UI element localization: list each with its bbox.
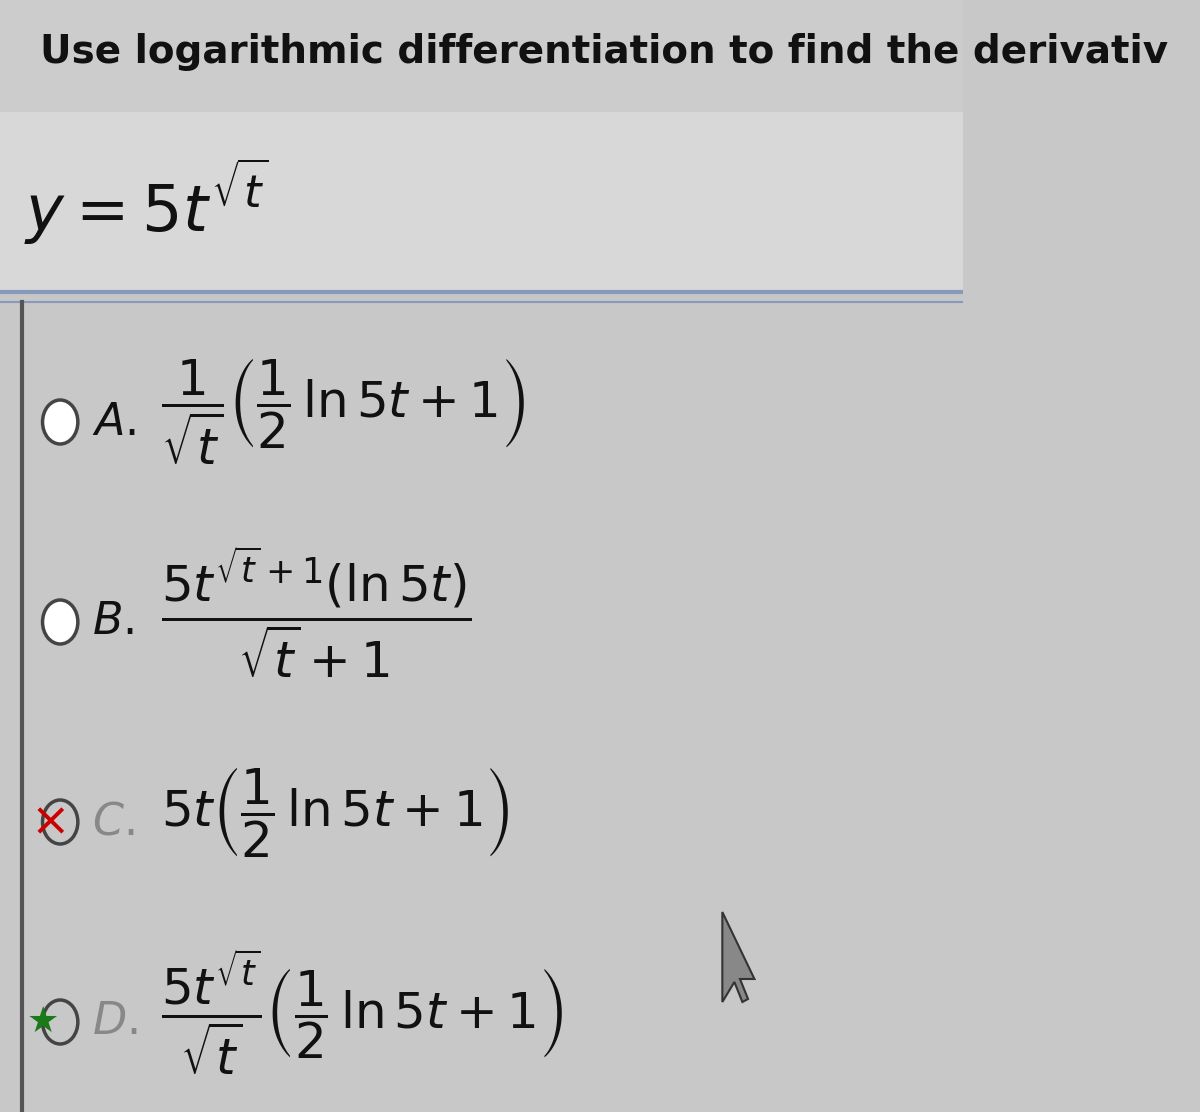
Circle shape (42, 1000, 78, 1044)
Bar (0, 0, 964, 112)
Circle shape (42, 400, 78, 444)
Text: $\dfrac{5t^{\sqrt{t}}}{\sqrt{t}}\left(\dfrac{1}{2}\,\mathrm{ln}\,5t + 1\right)$: $\dfrac{5t^{\sqrt{t}}}{\sqrt{t}}\left(\d… (161, 947, 563, 1076)
Text: $\bigstar$: $\bigstar$ (25, 1005, 58, 1039)
Text: $\dfrac{5t^{\sqrt{t}+1}(\mathrm{ln}\,5t)}{\sqrt{t}+1}$: $\dfrac{5t^{\sqrt{t}+1}(\mathrm{ln}\,5t)… (161, 544, 470, 679)
Text: $B.$: $B.$ (92, 600, 134, 644)
Text: $y = 5t^{\sqrt{t}}$: $y = 5t^{\sqrt{t}}$ (24, 157, 269, 247)
Polygon shape (722, 912, 755, 1002)
Text: Use logarithmic differentiation to find the derivativ: Use logarithmic differentiation to find … (40, 33, 1169, 71)
Text: $5t\left(\dfrac{1}{2}\,\mathrm{ln}\,5t + 1\right)$: $5t\left(\dfrac{1}{2}\,\mathrm{ln}\,5t +… (161, 765, 509, 858)
Circle shape (42, 800, 78, 844)
Bar (0, 302, 964, 1112)
Text: $\times$: $\times$ (30, 800, 66, 844)
Bar (0, 112, 964, 292)
Text: $A.$: $A.$ (92, 400, 137, 444)
Text: $\dfrac{1}{\sqrt{t}}\left(\dfrac{1}{2}\,\mathrm{ln}\,5t + 1\right)$: $\dfrac{1}{\sqrt{t}}\left(\dfrac{1}{2}\,… (161, 357, 524, 467)
Text: $D.$: $D.$ (92, 1001, 138, 1043)
Text: $C.$: $C.$ (92, 801, 134, 844)
Circle shape (42, 600, 78, 644)
